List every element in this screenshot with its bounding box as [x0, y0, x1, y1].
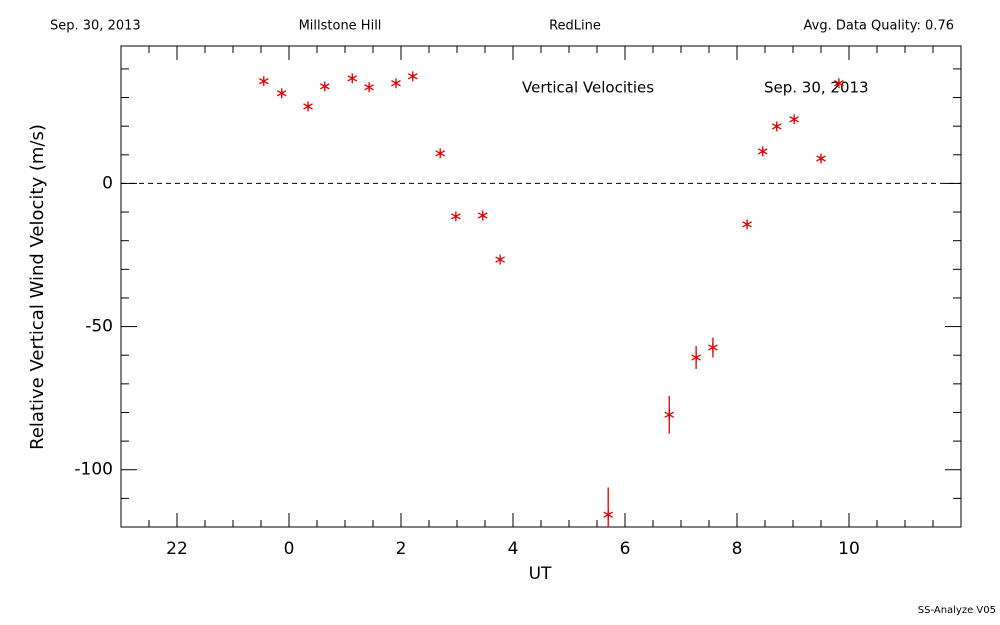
data-point — [495, 254, 505, 265]
plot-frame — [120, 45, 962, 528]
y-tick-label: 0 — [102, 173, 113, 193]
data-point — [391, 78, 401, 89]
x-tick-label: 4 — [508, 539, 519, 559]
marker-stroke — [495, 256, 505, 263]
marker-stroke — [258, 78, 269, 85]
data-point — [834, 78, 844, 89]
data-point — [320, 81, 330, 92]
data-point — [303, 101, 313, 112]
data-point — [258, 76, 269, 87]
marker-stroke — [771, 123, 782, 130]
data-point — [691, 352, 701, 363]
marker-stroke — [742, 221, 752, 228]
data-point — [664, 409, 675, 420]
header-quality: Avg. Data Quality: 0.76 — [804, 19, 954, 34]
marker-stroke — [303, 103, 313, 110]
data-point — [789, 114, 799, 125]
data-point — [771, 121, 782, 132]
data-point — [364, 82, 374, 93]
data-point — [708, 342, 718, 353]
header-date: Sep. 30, 2013 — [50, 19, 141, 34]
marker-stroke — [757, 148, 768, 155]
marker-stroke — [834, 80, 844, 87]
x-tick-label: 22 — [166, 539, 188, 559]
marker-stroke — [407, 73, 418, 80]
x-tick-label: 6 — [620, 539, 631, 559]
marker-stroke — [364, 84, 374, 91]
marker-stroke — [603, 511, 614, 518]
data-point — [477, 210, 488, 221]
data-point — [603, 509, 614, 520]
marker-stroke — [347, 75, 358, 82]
marker-stroke — [664, 411, 675, 418]
marker-stroke — [276, 90, 287, 97]
y-tick-label: -50 — [85, 317, 113, 337]
marker-stroke — [435, 150, 446, 157]
annotation: Vertical Velocities — [522, 79, 654, 97]
marker-stroke — [708, 344, 718, 351]
footer: SS-Analyze V05 — [918, 605, 996, 616]
marker-stroke — [320, 83, 330, 90]
data-point — [742, 219, 752, 230]
data-point — [347, 73, 358, 84]
marker-stroke — [477, 212, 488, 219]
data-point — [407, 71, 418, 82]
marker-stroke — [451, 213, 461, 220]
marker-stroke — [691, 354, 701, 361]
marker-stroke — [789, 116, 799, 123]
annotation: Sep. 30, 2013 — [764, 79, 869, 97]
y-tick-label: -100 — [74, 460, 113, 480]
y-axis-label: Relative Vertical Wind Velocity (m/s) — [27, 124, 48, 450]
x-tick-label: 2 — [396, 539, 407, 559]
data-point — [757, 146, 768, 157]
data-point — [435, 148, 446, 159]
x-tick-label: 8 — [732, 539, 743, 559]
marker-stroke — [816, 155, 826, 162]
data-point — [451, 211, 461, 222]
header-site: Millstone Hill — [299, 19, 382, 34]
marker-stroke — [391, 80, 401, 87]
x-axis-label: UT — [529, 564, 552, 584]
x-tick-label: 0 — [284, 539, 295, 559]
data-point — [276, 88, 287, 99]
x-tick-label: 10 — [838, 539, 860, 559]
header-instrument: RedLine — [549, 19, 601, 34]
data-point — [816, 153, 826, 164]
